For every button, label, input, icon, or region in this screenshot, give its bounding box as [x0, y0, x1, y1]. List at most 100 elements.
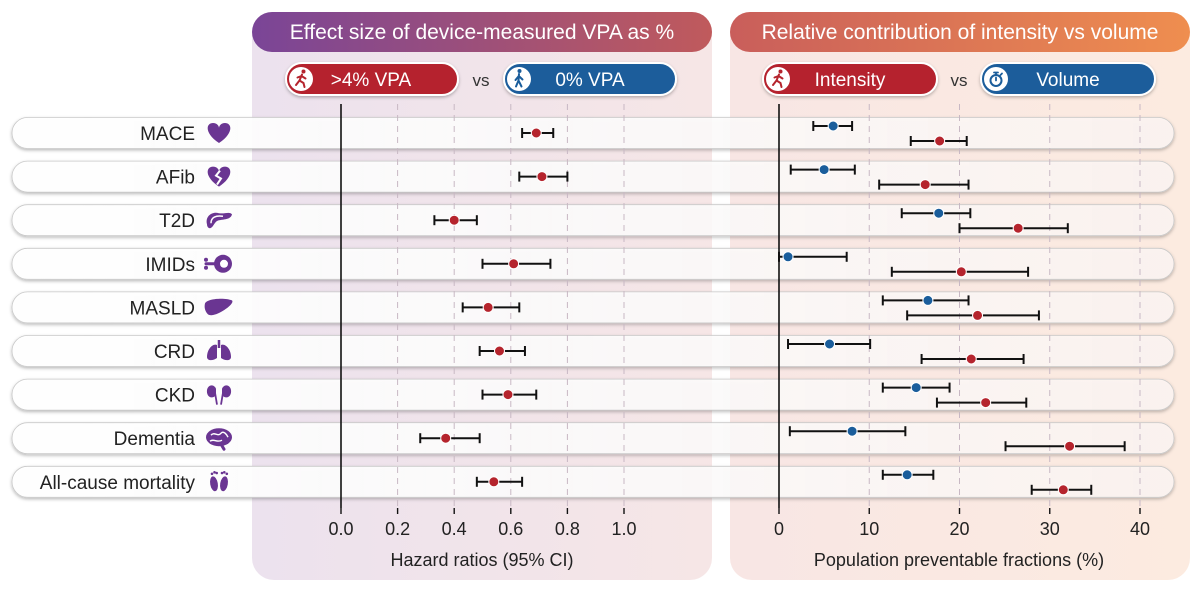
- footprints-icon: [210, 471, 229, 492]
- intensity-estimate: [920, 353, 1025, 365]
- intensity-estimate: [935, 397, 1028, 409]
- volume-estimate: [778, 251, 848, 263]
- volume-estimate: [900, 207, 972, 219]
- row-bands: [11, 117, 1175, 498]
- intensity-point: [1064, 440, 1076, 452]
- vpa-estimate: [521, 127, 555, 139]
- intensity-point: [934, 135, 946, 147]
- left-axis-ticks: 0.0 0.2 0.4 0.6 0.8 1.0: [328, 508, 637, 539]
- outcome-label: IMIDs: [145, 255, 195, 276]
- tick-label: 10: [859, 519, 879, 539]
- vpa-point: [488, 476, 500, 488]
- broken-heart-icon: [207, 166, 231, 187]
- vpa-estimate: [461, 301, 521, 313]
- right-grid: [868, 104, 1141, 508]
- legend-high-vpa-label: >4% VPA: [331, 70, 412, 91]
- outcome-labels: MACE AFib T2D IMIDs MASLD CRD CKD Dementia All-c…: [40, 123, 233, 494]
- vpa-estimate: [475, 476, 524, 488]
- heart-icon: [207, 123, 231, 143]
- tick-label: 0.2: [385, 519, 410, 539]
- vpa-point: [530, 127, 542, 139]
- row-band: [11, 117, 1175, 149]
- row-band: [11, 335, 1175, 367]
- outcome-label: CRD: [154, 342, 195, 363]
- lungs-icon: [207, 340, 231, 361]
- legend-vs-left: vs: [473, 71, 490, 90]
- vpa-estimate: [433, 214, 478, 226]
- legend-volume-label: Volume: [1036, 70, 1099, 91]
- immune-cell-icon: [204, 254, 232, 273]
- vpa-estimate: [419, 432, 481, 444]
- volume-estimate: [789, 164, 856, 176]
- volume-point: [824, 338, 836, 350]
- vpa-point: [482, 301, 494, 313]
- intensity-estimate: [958, 222, 1069, 234]
- vpa-point: [493, 345, 505, 357]
- intensity-estimate: [1004, 440, 1126, 452]
- intensity-point: [980, 397, 992, 409]
- intensity-estimate: [909, 135, 968, 147]
- tick-label: 40: [1130, 519, 1150, 539]
- tick-label: 0.8: [555, 519, 580, 539]
- vpa-point: [536, 171, 548, 183]
- volume-point: [782, 251, 794, 263]
- stopwatch-icon: [989, 71, 1003, 87]
- volume-point: [901, 469, 913, 481]
- intensity-estimate: [1030, 484, 1093, 496]
- liver-icon: [204, 298, 233, 316]
- outcome-label: CKD: [155, 386, 195, 407]
- intensity-point: [965, 353, 977, 365]
- left-panel-title: Effect size of device-measured VPA as %: [290, 21, 674, 44]
- legend-intensity-label: Intensity: [815, 70, 886, 91]
- tick-label: 30: [1040, 519, 1060, 539]
- volume-estimate: [788, 425, 907, 437]
- volume-estimate: [787, 338, 872, 350]
- tick-label: 20: [949, 519, 969, 539]
- pancreas-icon: [206, 212, 232, 229]
- volume-estimate: [881, 469, 935, 481]
- vpa-point: [502, 389, 514, 401]
- tick-label: 0.0: [328, 519, 353, 539]
- row-band: [11, 204, 1175, 237]
- outcome-label: MACE: [140, 124, 195, 145]
- right-panel-title: Relative contribution of intensity vs vo…: [762, 21, 1159, 44]
- vpa-estimate: [481, 258, 552, 270]
- legend-zero-vpa: 0% VPA: [503, 62, 677, 96]
- vpa-estimate: [481, 389, 538, 401]
- outcome-label: T2D: [159, 211, 195, 232]
- volume-point: [922, 294, 934, 306]
- tick-label: 0.6: [498, 519, 523, 539]
- left-x-axis-label: Hazard ratios (95% CI): [390, 550, 573, 570]
- left-series-marks: [419, 127, 569, 488]
- intensity-estimate: [906, 309, 1040, 321]
- legend-high-vpa: >4% VPA: [285, 62, 459, 96]
- row-band: [11, 247, 1175, 280]
- tick-label: 0.4: [442, 519, 467, 539]
- right-series-marks: [778, 120, 1126, 496]
- intensity-point: [1057, 484, 1069, 496]
- left-panel-title-banner: [252, 12, 712, 52]
- vpa-point: [440, 432, 452, 444]
- outcome-label: MASLD: [130, 298, 195, 319]
- vpa-estimate: [518, 171, 569, 183]
- intensity-estimate: [878, 179, 970, 191]
- right-x-axis-label: Population preventable fractions (%): [814, 550, 1104, 570]
- volume-point: [846, 425, 858, 437]
- volume-estimate: [881, 294, 970, 306]
- intensity-point: [955, 266, 967, 278]
- volume-point: [933, 207, 945, 219]
- legend-volume: Volume: [980, 62, 1156, 96]
- vpa-point: [508, 258, 520, 270]
- volume-estimate: [812, 120, 854, 132]
- outcome-label: AFib: [156, 168, 195, 189]
- brain-icon: [206, 428, 232, 451]
- volume-point: [818, 164, 830, 176]
- kidneys-icon: [206, 385, 232, 405]
- runner-icon: [772, 69, 784, 88]
- volume-point: [910, 382, 922, 394]
- legend-intensity: Intensity: [762, 62, 938, 96]
- legend-zero-vpa-label: 0% VPA: [555, 70, 625, 91]
- left-grid: [397, 104, 625, 508]
